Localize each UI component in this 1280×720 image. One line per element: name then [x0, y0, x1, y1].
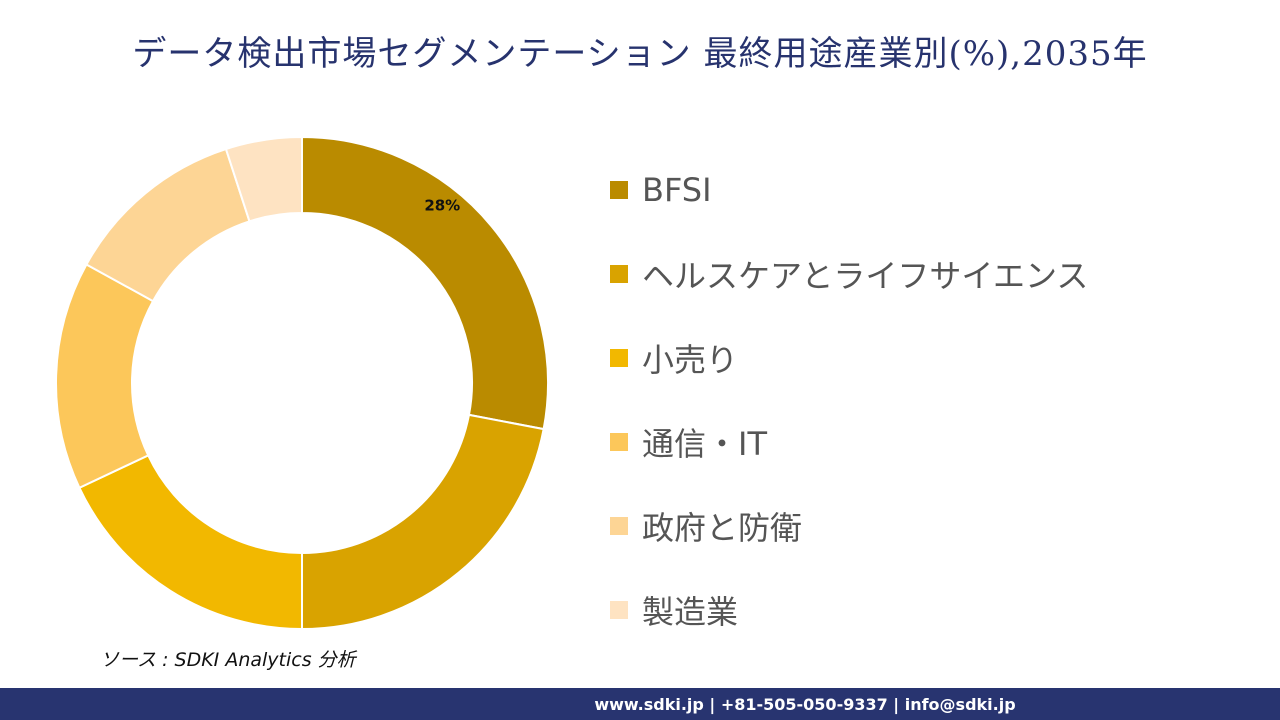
legend-item: 通信・IT	[610, 400, 1088, 484]
legend-swatch	[610, 349, 628, 367]
legend: BFSI ヘルスケアとライフサイエンス 小売り通信・IT 政府と防衛製造業	[610, 148, 1088, 652]
legend-item: 小売り	[610, 316, 1088, 400]
legend-label: 小売り	[642, 341, 739, 379]
donut-slice-2	[78, 454, 303, 631]
legend-label: BFSI	[642, 171, 712, 209]
legend-swatch	[610, 433, 628, 451]
legend-item: ヘルスケアとライフサイエンス	[610, 232, 1088, 316]
donut-chart: 28%	[55, 135, 549, 631]
legend-swatch	[610, 181, 628, 199]
donut-slice-5	[224, 135, 303, 223]
donut-slice-4	[85, 147, 251, 303]
legend-label: 製造業	[642, 593, 739, 631]
donut-slice-0	[301, 135, 549, 431]
legend-label: ヘルスケアとライフサイエンス	[642, 257, 1089, 295]
source-note: ソース : SDKI Analytics 分析	[100, 649, 356, 671]
legend-label: 政府と防衛	[642, 509, 803, 547]
donut-slice-3	[55, 263, 155, 490]
legend-label: 通信・IT	[642, 425, 767, 463]
legend-item: BFSI	[610, 148, 1088, 232]
footer-contact: www.sdki.jp | +81-505-050-9337 | info@sd…	[594, 694, 1016, 714]
legend-swatch	[610, 517, 628, 535]
donut-slice-1	[301, 413, 545, 631]
legend-item: 製造業	[610, 568, 1088, 652]
footer-bar: www.sdki.jp | +81-505-050-9337 | info@sd…	[0, 688, 1280, 720]
data-label-0: 28%	[424, 196, 460, 214]
chart-title: データ検出市場セグメンテーション 最終用途産業別(%),2035年	[132, 34, 1148, 74]
legend-item: 政府と防衛	[610, 484, 1088, 568]
legend-swatch	[610, 265, 628, 283]
legend-swatch	[610, 601, 628, 619]
